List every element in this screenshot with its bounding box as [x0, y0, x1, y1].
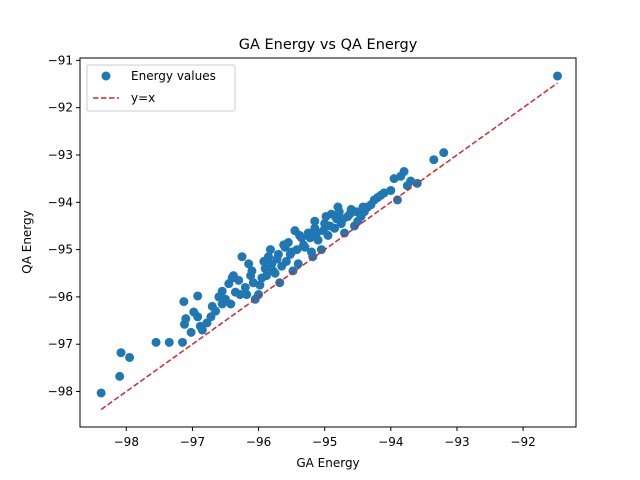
x-tick-label: −98	[114, 435, 139, 449]
data-point	[235, 290, 245, 300]
y-tick-label: −94	[48, 195, 73, 209]
data-point	[399, 167, 409, 177]
data-point	[260, 264, 270, 274]
data-point	[186, 327, 196, 337]
data-point	[292, 245, 302, 255]
legend-marker-energy-values	[101, 71, 111, 81]
y-axis-label: QA Energy	[20, 210, 34, 273]
legend: Energy values y=x	[86, 64, 236, 112]
data-point	[351, 207, 361, 217]
data-point	[151, 337, 161, 347]
y-tick-label: −95	[48, 243, 73, 257]
x-axis-label: GA Energy	[296, 456, 359, 470]
data-point	[277, 261, 287, 271]
data-point	[125, 352, 135, 362]
chart-title: GA Energy vs QA Energy	[239, 37, 418, 53]
data-point	[338, 214, 348, 224]
data-point	[193, 291, 203, 301]
data-point	[197, 325, 207, 335]
data-point	[332, 214, 342, 224]
data-point	[259, 256, 269, 266]
data-point	[552, 71, 562, 81]
data-point	[115, 371, 125, 381]
data-point	[96, 388, 106, 398]
data-point	[313, 235, 323, 245]
data-point	[247, 266, 257, 276]
data-point	[293, 259, 303, 269]
data-point	[265, 245, 275, 255]
data-point	[179, 297, 189, 307]
data-point	[358, 202, 368, 212]
data-point	[181, 314, 191, 324]
x-tick-label: −96	[246, 435, 271, 449]
y-tick-label: −96	[48, 290, 73, 304]
data-point	[280, 242, 290, 252]
data-point	[211, 306, 221, 316]
data-point	[178, 337, 188, 347]
data-point	[254, 290, 264, 300]
x-tick-label: −95	[312, 435, 337, 449]
y-tick-label: −91	[48, 53, 73, 67]
y-tick-label: −92	[48, 101, 73, 115]
data-point	[189, 307, 199, 317]
x-tick-label: −94	[378, 435, 403, 449]
data-point	[392, 195, 402, 205]
data-point	[242, 290, 252, 300]
data-point	[275, 278, 285, 288]
legend-label-y-equals-x: y=x	[131, 91, 155, 105]
data-point	[295, 230, 305, 240]
data-point	[226, 299, 236, 309]
legend-box	[86, 64, 236, 112]
data-point	[340, 228, 350, 238]
data-point	[310, 216, 320, 226]
y-tick-label: −97	[48, 337, 73, 351]
data-point	[262, 271, 271, 281]
data-point	[386, 185, 396, 195]
data-point	[429, 155, 439, 165]
data-point	[164, 337, 174, 347]
data-point	[268, 266, 278, 276]
data-point	[217, 286, 227, 296]
data-point	[272, 254, 282, 264]
data-point	[237, 252, 247, 262]
y-tick-label: −98	[48, 385, 73, 399]
x-tick-label: −93	[444, 435, 469, 449]
legend-label-energy-values: Energy values	[131, 69, 216, 83]
data-point	[285, 249, 295, 259]
x-tick-label: −97	[180, 435, 205, 449]
data-point	[316, 245, 326, 255]
data-point	[240, 282, 250, 292]
data-point	[217, 299, 227, 309]
data-point	[116, 348, 126, 358]
data-point	[318, 226, 328, 236]
reference-line-y-equals-x	[100, 82, 558, 411]
data-point	[299, 240, 309, 250]
x-tick-label: −92	[510, 435, 535, 449]
data-point	[227, 273, 237, 283]
data-point	[325, 221, 335, 231]
data-point	[321, 211, 331, 221]
plot-frame	[79, 57, 577, 428]
data-point	[255, 280, 265, 290]
data-point	[305, 233, 315, 243]
data-point	[244, 259, 254, 269]
data-point	[439, 148, 449, 158]
y-tick-label: −93	[48, 148, 73, 162]
data-point	[334, 207, 344, 217]
